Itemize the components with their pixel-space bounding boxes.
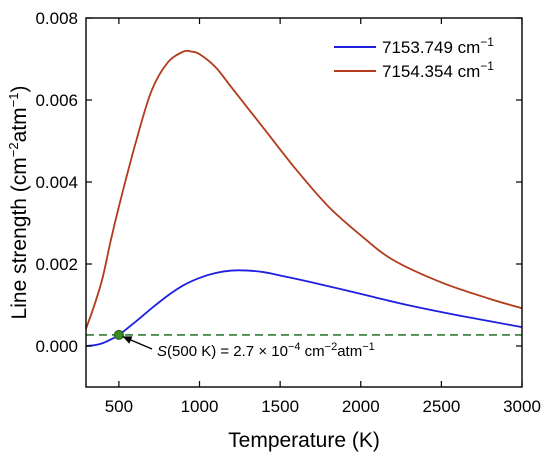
legend: 7153.749 cm−1 7154.354 cm−1 <box>334 35 494 81</box>
marker-point <box>113 329 124 340</box>
legend-label-series-2-sup: −1 <box>480 59 494 73</box>
y-tick-label: 0.006 <box>35 91 78 110</box>
series-line-2 <box>85 49 523 330</box>
legend-label-series-2: 7154.354 cm−1 <box>382 59 494 81</box>
tick-layer: 500 1000 1500 2000 2500 3000 0.000 0.002 0.004 0.… <box>35 9 540 416</box>
x-tick-label: 1000 <box>181 397 219 416</box>
y-tick-label: 0.008 <box>35 9 78 28</box>
x-tick-label: 1500 <box>261 397 299 416</box>
annotation-exp3: −1 <box>362 341 375 353</box>
y-tick-label: 0.004 <box>35 173 78 192</box>
y-axis-title-mid: atm <box>8 107 31 142</box>
annotation-cond: (500 K) = 2.7 × 10 <box>167 343 288 360</box>
annotation-unit2: atm <box>337 343 362 360</box>
y-axis-title-main: Line strength (cm <box>8 157 31 319</box>
y-axis-title: Line strength (cm−2atm−1) <box>6 86 31 320</box>
legend-label-series-1: 7153.749 cm−1 <box>382 35 494 57</box>
annotation: S(500 K) = 2.7 × 10−4 cm−2atm−1 <box>122 335 375 360</box>
y-axis-title-end: ) <box>8 86 31 93</box>
annotation-exp: −4 <box>288 341 301 353</box>
marker-layer <box>113 329 124 340</box>
x-tick-label: 2000 <box>342 397 380 416</box>
y-tick-label: 0.002 <box>35 255 78 274</box>
y-tick-label: 0.000 <box>35 337 78 356</box>
annotation-s: S <box>157 343 167 360</box>
plot-frame <box>85 17 523 388</box>
annotation-unit1: cm <box>300 343 324 360</box>
series-line-1 <box>85 269 523 347</box>
annotation-arrowhead <box>122 336 133 344</box>
legend-label-series-1-sup: −1 <box>480 35 494 49</box>
x-tick-label: 3000 <box>503 397 541 416</box>
annotation-exp2: −2 <box>325 341 338 353</box>
x-tick-label: 500 <box>105 397 133 416</box>
y-axis-title-sup1: −2 <box>6 142 21 157</box>
y-axis-title-sup2: −1 <box>6 93 21 108</box>
x-tick-label: 2500 <box>422 397 460 416</box>
series-layer <box>85 49 523 347</box>
legend-label-series-2-text: 7154.354 cm <box>382 62 480 81</box>
legend-label-series-1-text: 7153.749 cm <box>382 38 480 57</box>
annotation-text: S(500 K) = 2.7 × 10−4 cm−2atm−1 <box>157 341 375 360</box>
x-axis-title: Temperature (K) <box>228 429 380 452</box>
